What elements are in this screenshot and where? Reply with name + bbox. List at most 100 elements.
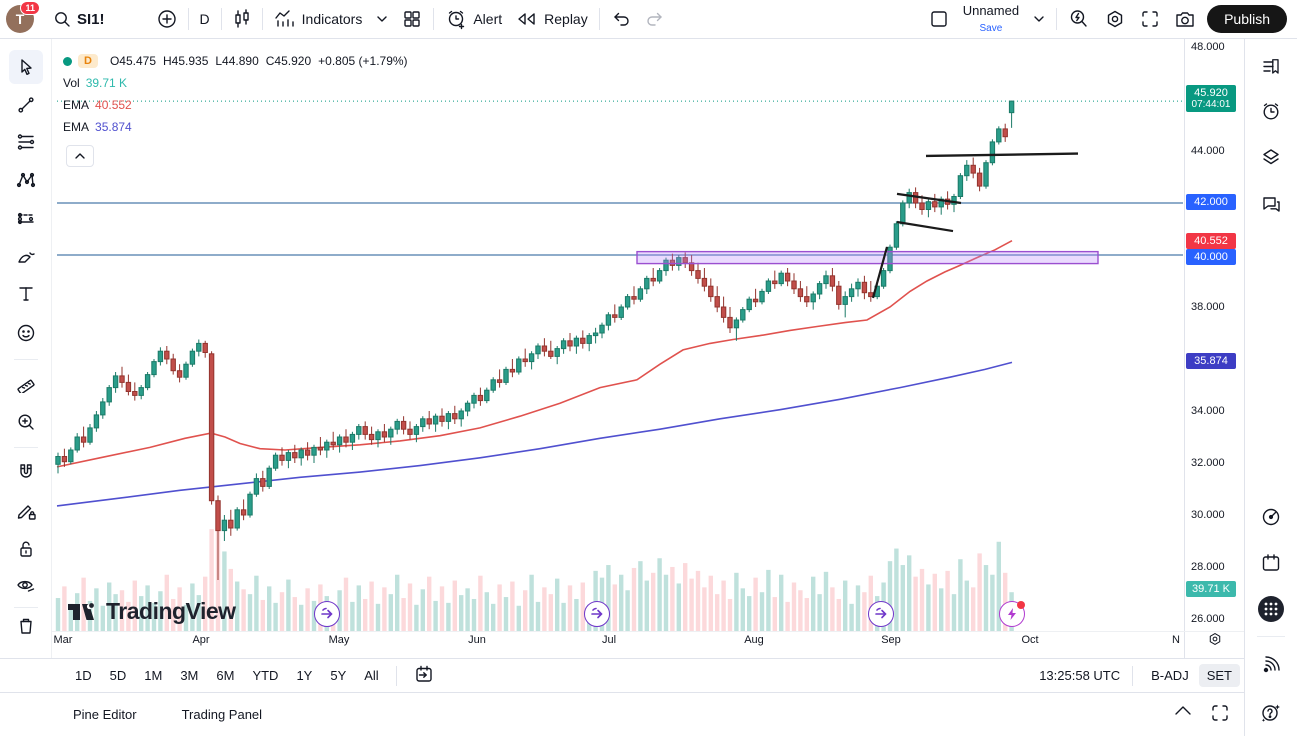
indicators-button[interactable]: Indicators bbox=[267, 5, 370, 33]
volume-bar bbox=[631, 567, 637, 631]
volume-bar bbox=[516, 605, 521, 631]
candle-body bbox=[688, 262, 695, 272]
contract-rollover-marker[interactable] bbox=[584, 601, 610, 627]
server-clock[interactable]: 13:25:58 UTC bbox=[1039, 668, 1121, 683]
candle-body bbox=[496, 379, 503, 383]
ema-slow-legend-row[interactable]: EMA 35.874 bbox=[63, 116, 415, 138]
pine-editor-button[interactable]: Pine Editor bbox=[73, 707, 137, 722]
candle-body bbox=[644, 277, 650, 290]
eye-icon bbox=[16, 580, 34, 592]
notification-dot bbox=[1017, 601, 1025, 609]
price-axis-label: 34.000 bbox=[1191, 405, 1225, 417]
contract-rollover-marker[interactable] bbox=[868, 601, 894, 627]
snapshot-button[interactable] bbox=[1167, 5, 1203, 33]
rollover-arrow-icon bbox=[591, 607, 603, 619]
price-axis-label: 38.000 bbox=[1191, 301, 1225, 313]
sidebar-notifications-button[interactable] bbox=[1253, 647, 1289, 683]
tool-ruler[interactable] bbox=[9, 366, 43, 400]
layout-grid-button[interactable] bbox=[395, 5, 429, 33]
volume-bar bbox=[145, 585, 150, 631]
legend-collapse-button[interactable] bbox=[66, 145, 94, 167]
layout-select-button[interactable] bbox=[922, 5, 956, 33]
timeframe-all[interactable]: All bbox=[364, 668, 379, 683]
save-link[interactable]: Save bbox=[979, 22, 1003, 34]
volume-bar bbox=[465, 588, 470, 631]
layout-name-button[interactable]: Unnamed Save bbox=[956, 0, 1026, 38]
tool-lock-all[interactable] bbox=[9, 532, 43, 566]
interval-button[interactable]: D bbox=[193, 7, 217, 31]
replay-button[interactable]: Replay bbox=[509, 6, 595, 32]
sidebar-apps-button[interactable] bbox=[1253, 591, 1289, 627]
sidebar-help-button[interactable] bbox=[1253, 694, 1289, 730]
candle-body bbox=[964, 164, 970, 177]
tool-pattern[interactable] bbox=[9, 163, 43, 197]
panel-maximize-button[interactable] bbox=[1210, 703, 1230, 726]
candle-body bbox=[157, 350, 164, 363]
fullscreen-button[interactable] bbox=[1133, 5, 1167, 33]
indicator-templates-button[interactable] bbox=[369, 11, 395, 27]
candle-body bbox=[618, 306, 624, 318]
tool-remove-all[interactable] bbox=[9, 609, 43, 643]
settings-button[interactable] bbox=[1097, 4, 1133, 34]
tool-text[interactable] bbox=[9, 277, 43, 311]
goto-date-button[interactable] bbox=[406, 660, 442, 691]
timeframe-1y[interactable]: 1Y bbox=[296, 668, 313, 683]
price-axis-settings-button[interactable] bbox=[1207, 631, 1223, 650]
price-chart[interactable] bbox=[52, 39, 1184, 632]
timeframe-1m[interactable]: 1M bbox=[144, 668, 163, 683]
timeframe-1d[interactable]: 1D bbox=[75, 668, 92, 683]
panel-collapse-button[interactable] bbox=[1172, 703, 1194, 726]
contract-rollover-marker[interactable] bbox=[314, 601, 340, 627]
tool-position[interactable] bbox=[9, 202, 43, 236]
timeframe-5d[interactable]: 5D bbox=[109, 668, 127, 683]
chart-style-button[interactable] bbox=[226, 5, 258, 33]
timeframe-ytd[interactable]: YTD bbox=[252, 668, 279, 683]
adjustment-toggle[interactable]: B-ADJ bbox=[1151, 668, 1189, 683]
tool-trend-line[interactable] bbox=[9, 88, 43, 122]
sidebar-watchlist-button[interactable] bbox=[1253, 49, 1289, 85]
candle-body bbox=[522, 358, 528, 363]
tool-cursor[interactable] bbox=[8, 50, 43, 84]
candle-body bbox=[170, 358, 176, 372]
tool-drawing-mode[interactable] bbox=[9, 494, 43, 528]
quick-search-button[interactable] bbox=[1061, 4, 1097, 34]
candle-body bbox=[74, 436, 80, 451]
tool-zoom-in[interactable] bbox=[9, 405, 43, 439]
volume-legend-row[interactable]: Vol 39.71 K bbox=[63, 72, 415, 94]
timeframe-6m[interactable]: 6M bbox=[216, 668, 235, 683]
redo-button[interactable] bbox=[638, 7, 672, 31]
candle-body bbox=[746, 298, 752, 311]
price-axis[interactable]: 48.000 44.000 38.000 34.000 32.000 30.000 28.0… bbox=[1184, 39, 1244, 658]
sidebar-scanner-button[interactable] bbox=[1253, 499, 1289, 535]
volume-bar bbox=[414, 604, 419, 631]
tool-magnet[interactable] bbox=[9, 455, 43, 489]
sidebar-object-tree-button[interactable] bbox=[1253, 139, 1289, 175]
settlement-toggle[interactable]: SET bbox=[1198, 664, 1240, 687]
sidebar-alerts-button[interactable] bbox=[1253, 93, 1289, 129]
user-avatar[interactable]: T 11 bbox=[6, 1, 40, 33]
tool-hide-all[interactable] bbox=[9, 569, 43, 603]
symbol-search-button[interactable]: SI1! bbox=[46, 6, 112, 32]
publish-button[interactable]: Publish bbox=[1207, 5, 1287, 33]
sidebar-calendar-button[interactable] bbox=[1253, 545, 1289, 581]
tool-brush[interactable] bbox=[9, 240, 43, 274]
volume-bar bbox=[804, 598, 809, 631]
ema-fast-legend-row[interactable]: EMA 40.552 bbox=[63, 94, 415, 116]
timeframe-5y[interactable]: 5Y bbox=[330, 668, 347, 683]
candle-body bbox=[893, 223, 900, 248]
volume-bar bbox=[811, 576, 816, 631]
compare-add-button[interactable] bbox=[150, 5, 184, 33]
tool-emoji[interactable] bbox=[9, 316, 43, 350]
layout-menu-button[interactable] bbox=[1026, 11, 1052, 27]
undo-button[interactable] bbox=[604, 7, 638, 31]
tool-fib-retracement[interactable] bbox=[9, 125, 43, 159]
volume-bar bbox=[151, 602, 157, 631]
flash-event-marker[interactable] bbox=[999, 601, 1025, 627]
candle-body bbox=[535, 345, 541, 355]
candle-body bbox=[701, 277, 708, 287]
symbol-legend-row[interactable]: D O45.475 H45.935 L44.890 C45.920 +0.805 (+1… bbox=[63, 50, 415, 72]
timeframe-3m[interactable]: 3M bbox=[180, 668, 199, 683]
trading-panel-button[interactable]: Trading Panel bbox=[181, 707, 263, 722]
alert-button[interactable]: Alert bbox=[438, 4, 509, 34]
sidebar-chat-button[interactable] bbox=[1253, 186, 1289, 222]
